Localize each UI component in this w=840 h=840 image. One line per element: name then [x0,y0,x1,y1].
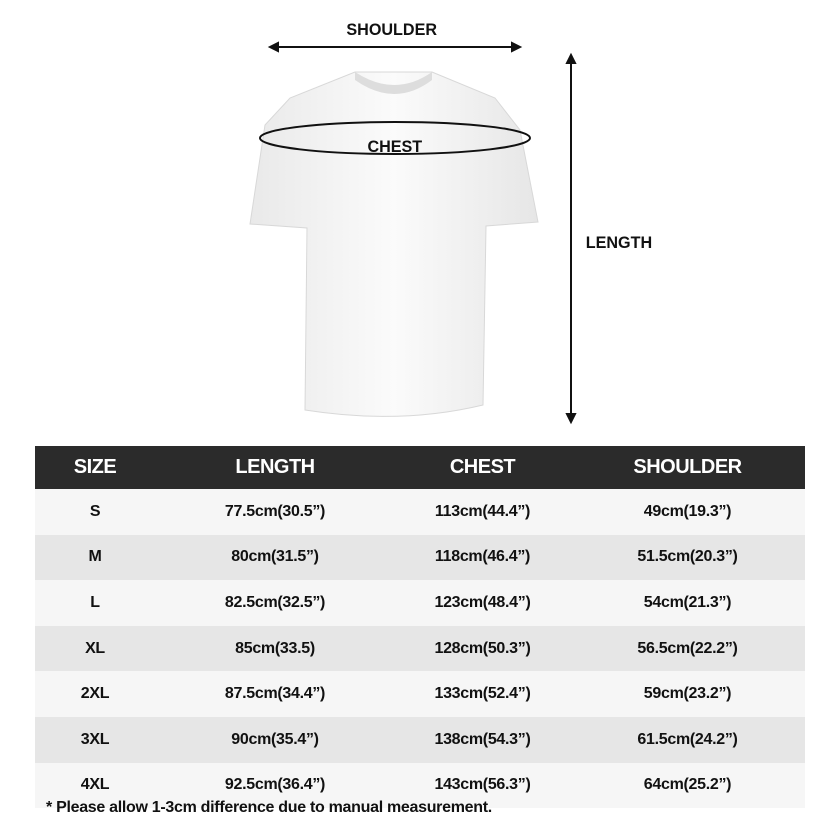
cell-size: 4XL [35,762,155,809]
cell-size: L [35,580,155,626]
cell-shoulder: 61.5cm(24.2”) [570,716,805,763]
cell-shoulder: 51.5cm(20.3”) [570,534,805,581]
cell-length: 90cm(35.4”) [155,716,395,763]
size-chart-table: SIZE LENGTH CHEST SHOULDER S 77.5cm(30.5”… [35,446,805,809]
cell-shoulder: 59cm(23.2”) [570,671,805,717]
cell-length: 85cm(33.5) [155,625,395,672]
cell-chest: 128cm(50.3”) [395,625,570,672]
cell-shoulder: 56.5cm(22.2”) [570,625,805,672]
length-label: LENGTH [585,233,653,252]
measurement-note: * Please allow 1-3cm difference due to m… [46,799,492,816]
cell-shoulder: 64cm(25.2”) [570,762,805,809]
chest-label: CHEST [367,137,423,156]
table-row: 4XL 92.5cm(36.4”) 143cm(56.3”) 64cm(25.2”) [35,762,805,809]
cell-size: M [35,534,155,581]
shoulder-label: SHOULDER [346,20,438,39]
table-header: SIZE LENGTH CHEST SHOULDER [35,446,805,489]
header-shoulder: SHOULDER [570,446,805,489]
cell-shoulder: 54cm(21.3”) [570,580,805,626]
header-size: SIZE [35,446,155,489]
cell-chest: 138cm(54.3”) [395,716,570,763]
table-row: S 77.5cm(30.5”) 113cm(44.4”) 49cm(19.3”) [35,489,805,535]
header-length: LENGTH [155,446,395,489]
table-row: M 80cm(31.5”) 118cm(46.4”) 51.5cm(20.3”) [35,534,805,581]
cell-chest: 143cm(56.3”) [395,762,570,809]
table-row: XL 85cm(33.5) 128cm(50.3”) 56.5cm(22.2”) [35,625,805,672]
cell-shoulder: 49cm(19.3”) [570,489,805,535]
cell-length: 92.5cm(36.4”) [155,762,395,809]
table-row: 3XL 90cm(35.4”) 138cm(54.3”) 61.5cm(24.2”) [35,716,805,763]
cell-length: 77.5cm(30.5”) [155,489,395,535]
cell-length: 80cm(31.5”) [155,534,395,581]
table-row: L 82.5cm(32.5”) 123cm(48.4”) 54cm(21.3”) [35,580,805,626]
cell-length: 82.5cm(32.5”) [155,580,395,626]
table-row: 2XL 87.5cm(34.4”) 133cm(52.4”) 59cm(23.2”) [35,671,805,717]
cell-chest: 133cm(52.4”) [395,671,570,717]
chest-measure-ellipse [259,121,531,155]
shoulder-arrow [267,41,523,53]
shirt-image [249,71,539,417]
cell-size: 2XL [35,671,155,717]
cell-chest: 123cm(48.4”) [395,580,570,626]
header-chest: CHEST [395,446,570,489]
cell-size: XL [35,625,155,672]
cell-chest: 113cm(44.4”) [395,489,570,535]
cell-size: S [35,489,155,535]
length-arrow [565,52,577,425]
shirt-diagram [249,41,577,425]
cell-chest: 118cm(46.4”) [395,534,570,581]
cell-size: 3XL [35,716,155,763]
cell-length: 87.5cm(34.4”) [155,671,395,717]
collar [355,72,432,94]
